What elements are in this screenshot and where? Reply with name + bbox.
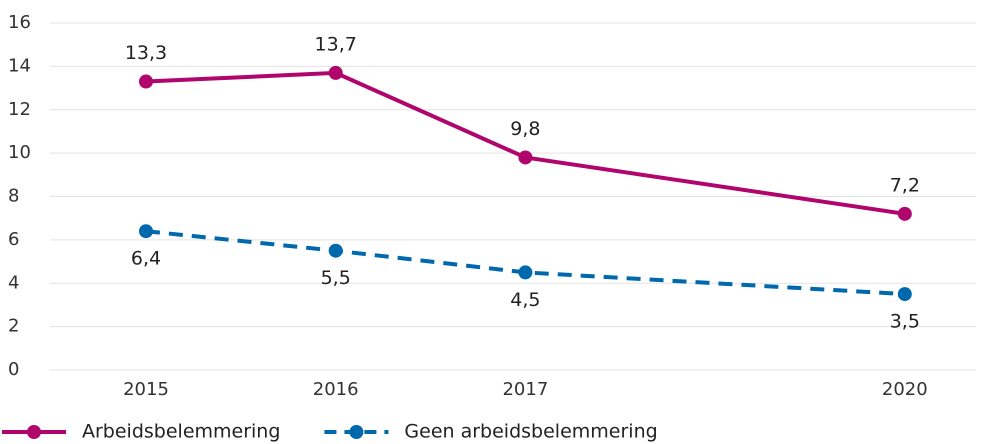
- data-label: 5,5: [321, 267, 351, 289]
- data-label: 4,5: [510, 289, 540, 311]
- data-label: 6,4: [131, 248, 161, 270]
- legend-label: Geen arbeidsbelemmering: [404, 421, 657, 443]
- data-label: 7,2: [890, 174, 920, 196]
- y-tick-label: 16: [8, 12, 31, 33]
- x-tick-label: 2020: [882, 379, 928, 400]
- data-label: 9,8: [510, 118, 540, 140]
- data-label: 13,3: [125, 42, 167, 64]
- y-tick-label: 0: [8, 359, 19, 380]
- data-label: 13,7: [315, 33, 357, 55]
- data-label: 3,5: [890, 311, 920, 333]
- data-point: [139, 224, 153, 239]
- y-tick-label: 2: [8, 316, 19, 337]
- data-point: [518, 150, 533, 165]
- data-point: [897, 287, 912, 302]
- series-line: [145, 70, 906, 216]
- series-line: [145, 229, 905, 297]
- y-tick-label: 10: [8, 142, 31, 163]
- y-tick-label: 6: [8, 229, 19, 250]
- y-tick-label: 8: [8, 186, 19, 207]
- y-tick-label: 12: [8, 99, 31, 120]
- x-tick-label: 2015: [123, 379, 169, 400]
- data-point: [139, 74, 153, 89]
- legend-marker: [349, 425, 364, 439]
- legend-label: Arbeidsbelemmering: [82, 421, 280, 443]
- x-tick-label: 2017: [502, 379, 548, 400]
- data-point: [518, 265, 533, 280]
- legend-marker: [27, 425, 41, 439]
- data-point: [328, 65, 343, 80]
- data-point: [328, 243, 343, 258]
- data-point: [897, 206, 912, 221]
- x-tick-label: 2016: [313, 379, 359, 400]
- y-tick-label: 4: [8, 272, 19, 293]
- y-tick-label: 14: [8, 55, 31, 76]
